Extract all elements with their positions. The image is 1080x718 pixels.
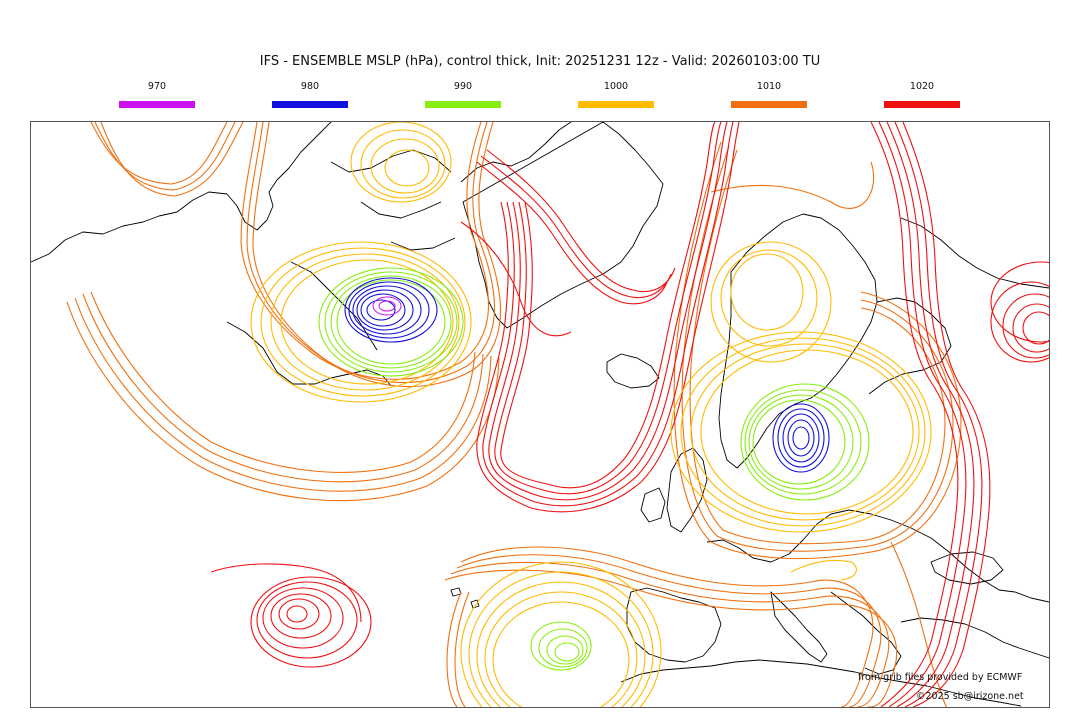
legend-swatch: [425, 101, 501, 108]
coastline-black-sea: [930, 551, 1004, 585]
coastlines: [31, 122, 1049, 707]
legend-item-970: 970: [118, 81, 196, 108]
legend-label: 970: [147, 81, 167, 92]
isobars-990: [318, 267, 870, 671]
legend-label: 1000: [603, 81, 629, 92]
legend-item-1010: 1010: [730, 81, 808, 108]
coastline-hudson: [226, 321, 392, 387]
isobars-1000: [250, 122, 932, 707]
legend-item-1020: 1020: [883, 81, 961, 108]
isobar-map: [31, 122, 1049, 707]
coastline-greenland: [460, 122, 664, 329]
coastline-turkey: [900, 617, 1049, 659]
coastline-africa: [620, 659, 1022, 707]
legend-swatch: [272, 101, 348, 108]
chart-title: IFS - ENSEMBLE MSLP (hPa), control thick…: [259, 54, 821, 69]
legend-swatch: [731, 101, 807, 108]
legend-item-990: 990: [424, 81, 502, 108]
legend-swatch: [578, 101, 654, 108]
legend-label: 1020: [909, 81, 935, 92]
legend-label: 1010: [756, 81, 782, 92]
legend-swatch: [884, 101, 960, 108]
legend-item-1000: 1000: [577, 81, 655, 108]
coastline-iceland: [606, 353, 660, 389]
isobars-970: [372, 296, 402, 316]
isobars-1020: [210, 122, 1049, 707]
coastline-iberia: [626, 587, 722, 663]
coastline-italy: [770, 591, 828, 663]
legend-item-980: 980: [271, 81, 349, 108]
coastline-balkans: [830, 591, 902, 675]
copyright-credit: ©2025 sb@irizone.net: [916, 691, 1024, 702]
coastline-north-america: [31, 122, 332, 263]
coastline-uk: [666, 447, 708, 533]
coastline-europe: [706, 509, 1049, 603]
legend-label: 980: [300, 81, 320, 92]
legend-label: 990: [453, 81, 473, 92]
isobars-1010: [66, 122, 962, 707]
coastline-scandinavia: [718, 213, 878, 469]
coastline-arctic-islands: [330, 149, 456, 251]
coastline-canaries: [450, 587, 480, 609]
coastline-ireland: [640, 487, 666, 523]
isobars-980: [344, 277, 830, 473]
source-credit: from grib files provided by ECMWF: [858, 672, 1023, 683]
map-frame: [30, 121, 1050, 708]
legend-swatch: [119, 101, 195, 108]
